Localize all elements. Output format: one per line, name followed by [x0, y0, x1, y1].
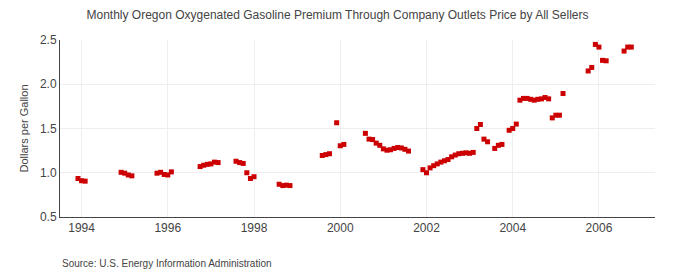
svg-text:Dollars per Gallon: Dollars per Gallon [18, 84, 30, 172]
svg-text:Source: U.S. Energy Informatio: Source: U.S. Energy Information Administ… [62, 258, 272, 269]
svg-text:1996: 1996 [154, 221, 181, 235]
svg-text:2.0: 2.0 [40, 77, 57, 91]
svg-text:1994: 1994 [68, 221, 95, 235]
svg-text:2002: 2002 [413, 221, 440, 235]
svg-text:2004: 2004 [499, 221, 526, 235]
svg-text:1.5: 1.5 [40, 122, 57, 136]
svg-text:2006: 2006 [586, 221, 613, 235]
svg-text:Monthly Oregon Oxygenated Gaso: Monthly Oregon Oxygenated Gasoline Premi… [86, 8, 588, 22]
svg-text:1998: 1998 [241, 221, 268, 235]
svg-text:2.5: 2.5 [40, 33, 57, 47]
svg-text:0.5: 0.5 [40, 210, 57, 224]
svg-text:1.0: 1.0 [40, 166, 57, 180]
svg-text:2000: 2000 [327, 221, 354, 235]
